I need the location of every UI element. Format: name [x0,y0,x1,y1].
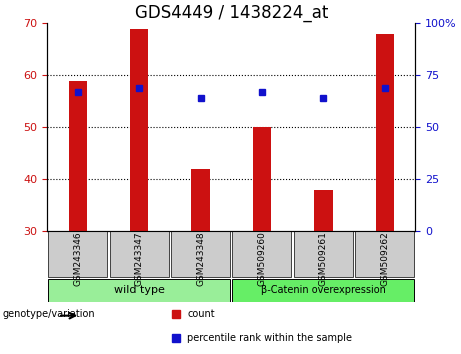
Text: β-Catenin overexpression: β-Catenin overexpression [261,285,386,295]
Text: GSM243347: GSM243347 [135,231,144,286]
Text: count: count [187,309,215,319]
Bar [69,81,87,231]
FancyBboxPatch shape [355,231,414,278]
Text: GSM509260: GSM509260 [257,231,266,286]
Text: GSM509262: GSM509262 [380,231,389,286]
FancyBboxPatch shape [48,279,230,302]
Text: genotype/variation: genotype/variation [3,309,95,319]
FancyBboxPatch shape [171,231,230,278]
FancyBboxPatch shape [232,231,291,278]
FancyBboxPatch shape [110,231,169,278]
Title: GDS4449 / 1438224_at: GDS4449 / 1438224_at [135,4,328,22]
Text: wild type: wild type [114,285,165,295]
Bar [253,127,271,231]
Bar [314,190,332,231]
Bar [130,29,148,231]
Text: GSM243348: GSM243348 [196,231,205,286]
FancyBboxPatch shape [232,279,414,302]
FancyBboxPatch shape [294,231,353,278]
Text: GSM509261: GSM509261 [319,231,328,286]
Bar [376,34,394,231]
FancyBboxPatch shape [48,231,107,278]
Text: GSM243346: GSM243346 [73,231,82,286]
Text: percentile rank within the sample: percentile rank within the sample [187,333,352,343]
Bar [191,169,210,231]
